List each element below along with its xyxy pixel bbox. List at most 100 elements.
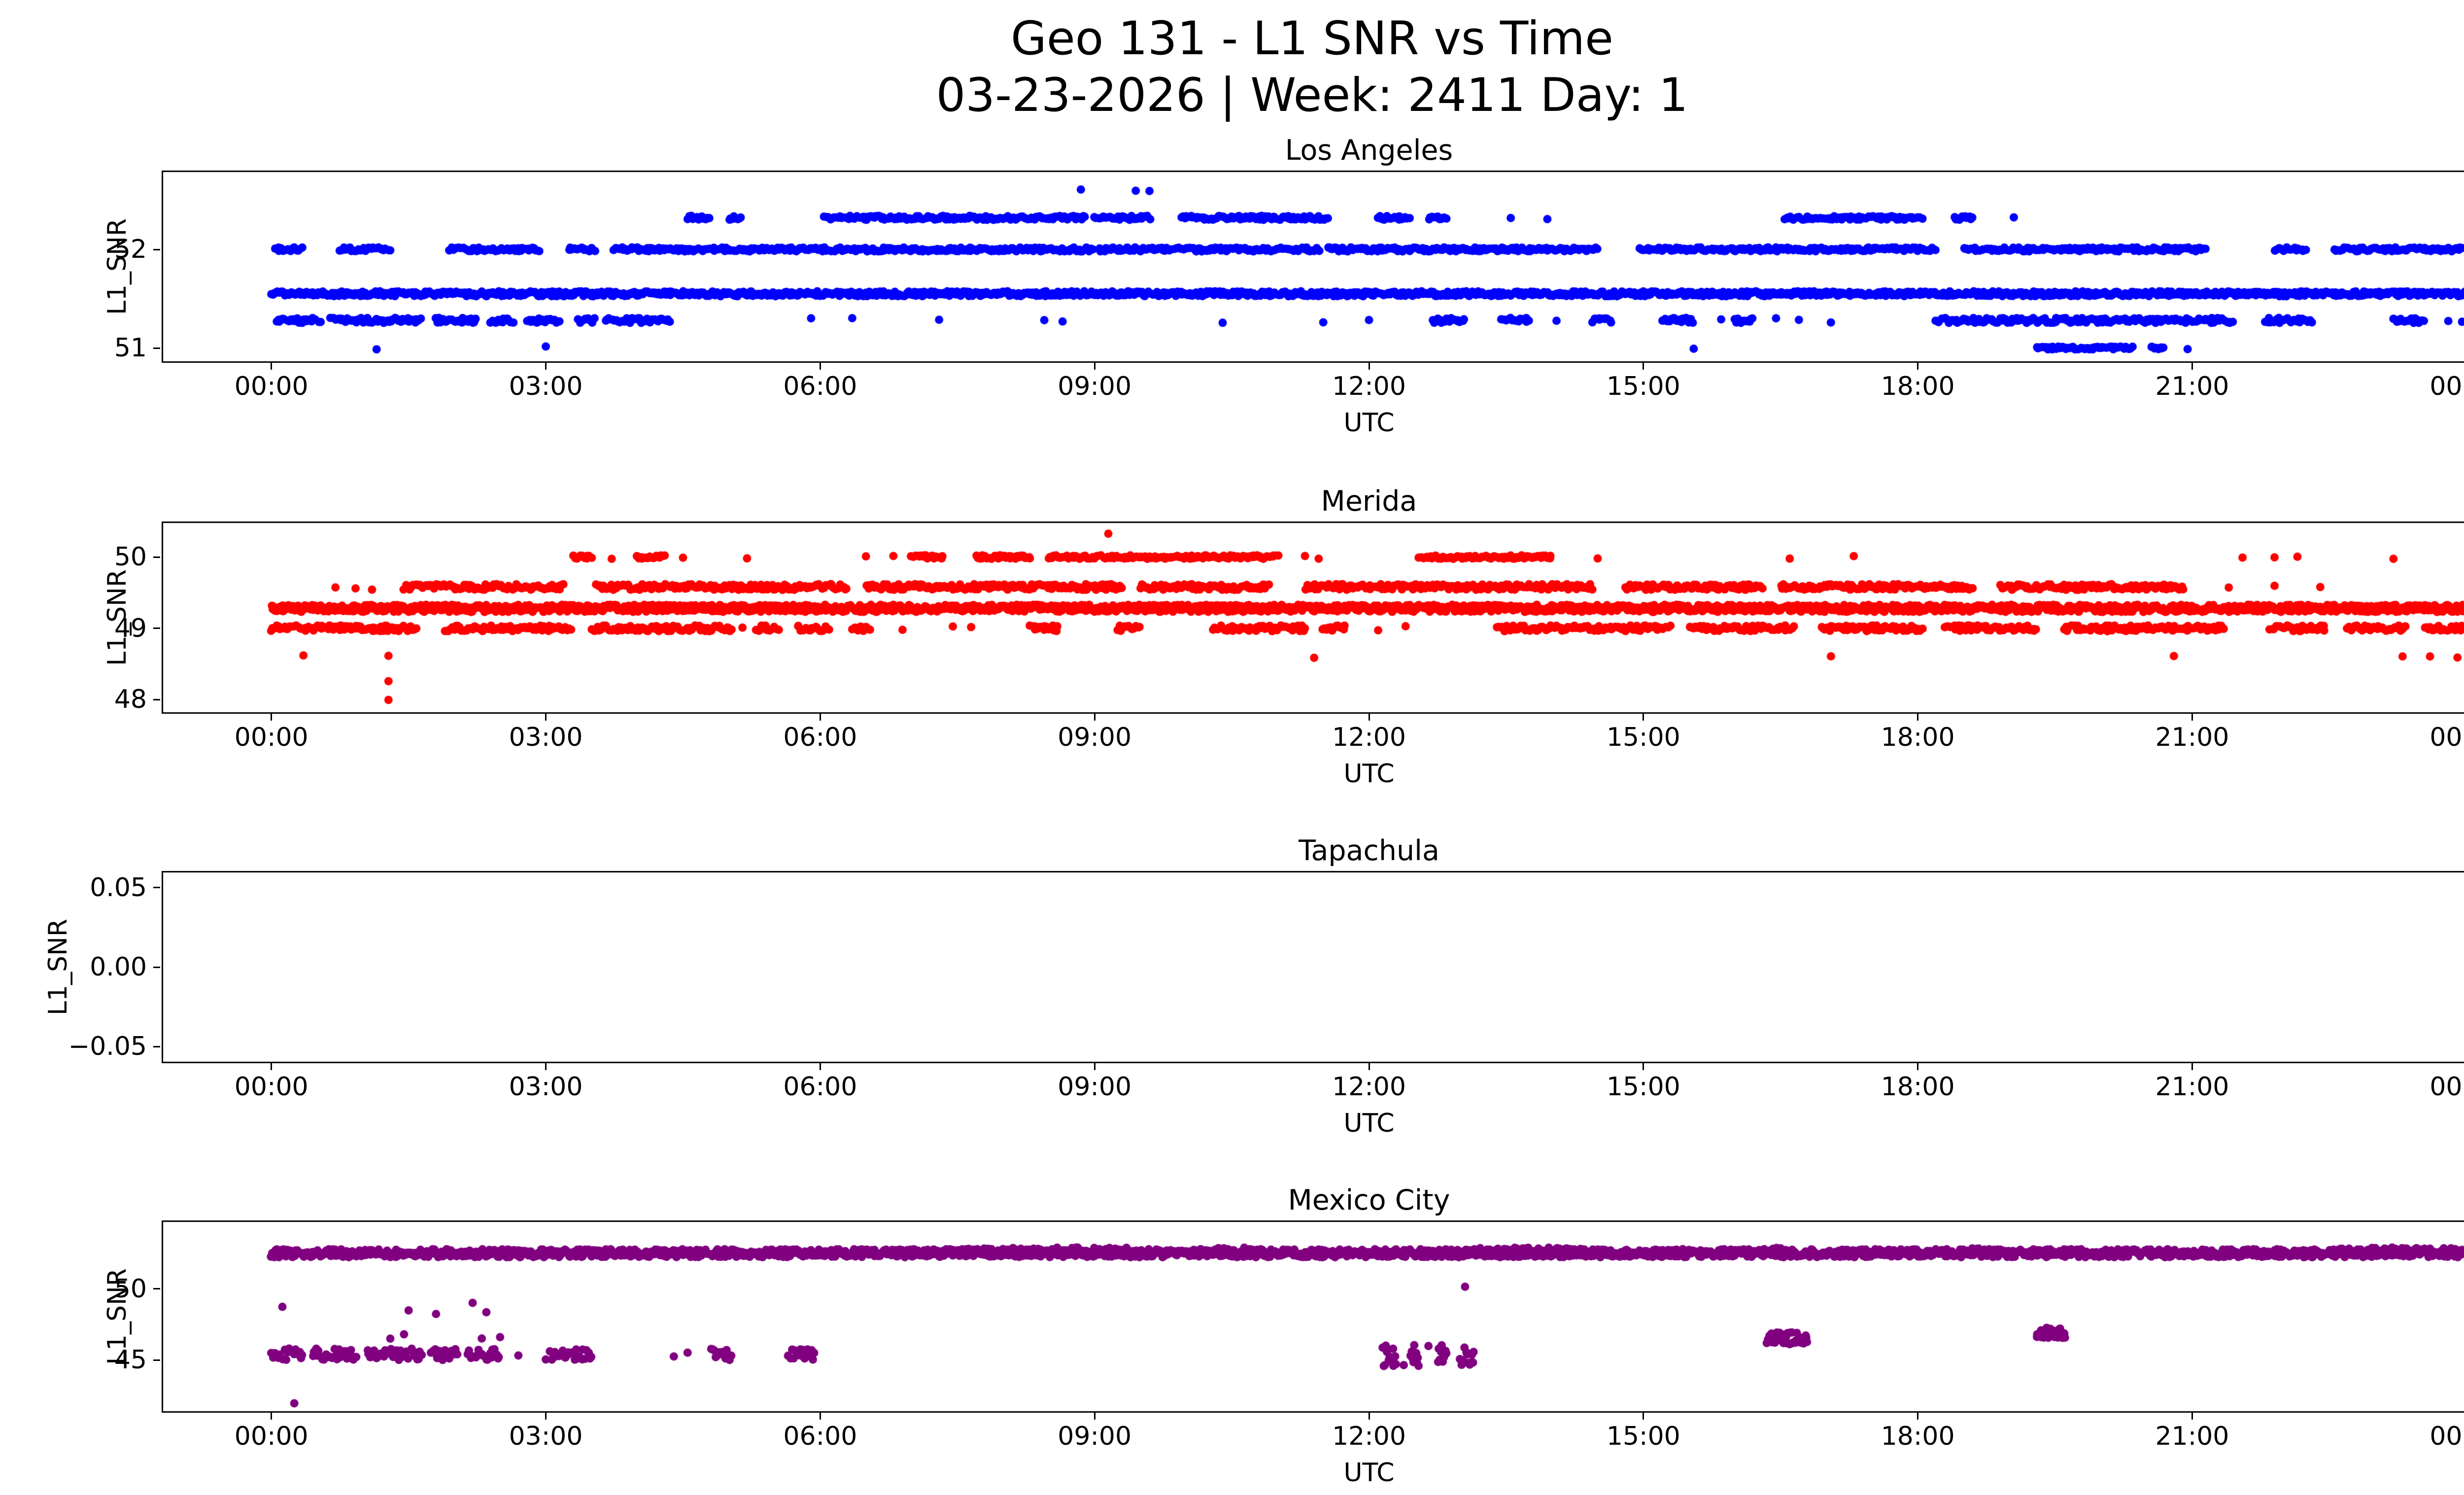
- plot-area: 00:00 03:00 06:00 09:00 12:00 15:00 18:00 21:00…: [114, 1220, 2464, 1451]
- x-tick-mark: [1917, 363, 1919, 370]
- subplot-mexico-city: Mexico City L1_SNR 00:00 03:00 06:00 09:00 1…: [103, 1185, 2464, 1488]
- x-tick-label: 00:00: [2430, 1422, 2464, 1451]
- x-tick-mark: [2191, 363, 2193, 370]
- x-tick-mark: [545, 363, 547, 370]
- x-tick-label: 00:00: [2430, 1072, 2464, 1102]
- x-tick-mark: [1368, 363, 1370, 370]
- x-axis-label: UTC: [1343, 408, 1395, 438]
- y-axis-label: L1_SNR: [103, 218, 132, 315]
- y-tick-label: 45: [114, 1345, 147, 1375]
- scatter-canvas: [162, 171, 2464, 363]
- x-tick-mark: [819, 1063, 821, 1070]
- x-tick-label: 00:00: [234, 372, 308, 401]
- x-tick-label: 06:00: [783, 1422, 857, 1451]
- subplot-title: Mexico City: [1288, 1184, 1450, 1217]
- x-tick-mark: [271, 1063, 273, 1070]
- figure-title-line1: Geo 131 - L1 SNR vs Time: [1011, 12, 1613, 66]
- subplot-title: Los Angeles: [1285, 134, 1453, 167]
- x-tick-label: 09:00: [1058, 1072, 1132, 1102]
- x-tick-mark: [1368, 1413, 1370, 1420]
- x-tick-label: 18:00: [1881, 1072, 1955, 1102]
- x-tick-mark: [1368, 1063, 1370, 1070]
- x-tick-mark: [819, 1413, 821, 1420]
- x-tick-mark: [1643, 1413, 1644, 1420]
- x-tick-mark: [545, 714, 547, 721]
- x-tick-label: 09:00: [1058, 723, 1132, 752]
- y-tick-label: 0.05: [90, 872, 147, 903]
- y-tick-mark: [153, 627, 160, 629]
- x-tick-mark: [1917, 1413, 1919, 1420]
- scatter-canvas: [162, 1220, 2464, 1413]
- x-tick-mark: [1094, 1413, 1095, 1420]
- x-tick-label: 18:00: [1881, 723, 1955, 752]
- y-tick-mark: [153, 887, 160, 889]
- x-tick-label: 21:00: [2155, 1072, 2229, 1102]
- y-tick-label: 50: [114, 1274, 147, 1304]
- x-tick-mark: [1917, 1063, 1919, 1070]
- x-tick-label: 21:00: [2155, 372, 2229, 401]
- x-tick-mark: [2191, 1413, 2193, 1420]
- x-tick-label: 00:00: [234, 723, 308, 752]
- scatter-canvas: [162, 522, 2464, 714]
- x-tick-mark: [1094, 714, 1095, 721]
- subplot-tapachula: Tapachula L1_SNR 00:00 03:00 06:00 09:00 12:…: [43, 835, 2464, 1138]
- x-axis-label: UTC: [1343, 1458, 1395, 1488]
- x-tick-label: 00:00: [2430, 372, 2464, 401]
- y-tick-label: 50: [114, 542, 147, 572]
- x-axis-label: UTC: [1343, 759, 1395, 789]
- y-tick-label: 48: [114, 685, 147, 715]
- x-tick-mark: [2191, 714, 2193, 721]
- y-tick-label: 52: [114, 235, 147, 264]
- scatter-canvas: [162, 871, 2464, 1063]
- x-tick-mark: [1643, 363, 1644, 370]
- x-tick-label: 03:00: [509, 372, 583, 401]
- x-tick-mark: [1917, 714, 1919, 721]
- x-tick-label: 09:00: [1058, 1422, 1132, 1451]
- figure-title: Geo 131 - L1 SNR vs Time 03-23-2026 | We…: [0, 11, 2464, 124]
- x-tick-mark: [819, 363, 821, 370]
- x-tick-mark: [1094, 363, 1095, 370]
- subplot-merida: Merida L1_SNR 00:00 03:00 06:00 09:00 12:00 1…: [103, 486, 2464, 789]
- y-tick-mark: [153, 1045, 160, 1047]
- x-tick-label: 00:00: [234, 1072, 308, 1102]
- x-tick-mark: [2191, 1063, 2193, 1070]
- x-tick-mark: [1643, 714, 1644, 721]
- y-tick-mark: [153, 556, 160, 558]
- x-tick-label: 15:00: [1606, 723, 1680, 752]
- x-tick-label: 12:00: [1332, 372, 1406, 401]
- x-tick-label: 00:00: [234, 1422, 308, 1451]
- x-tick-label: 09:00: [1058, 372, 1132, 401]
- x-tick-label: 06:00: [783, 723, 857, 752]
- y-axis-label: L1_SNR: [43, 918, 73, 1016]
- subplot-los-angeles: Los Angeles L1_SNR 00:00 03:00 06:00 09:00 1…: [103, 135, 2464, 438]
- x-tick-mark: [545, 1413, 547, 1420]
- x-tick-label: 12:00: [1332, 723, 1406, 752]
- y-tick-label: 0.00: [90, 952, 147, 982]
- figure-title-line2: 03-23-2026 | Week: 2411 Day: 1: [936, 68, 1688, 122]
- subplot-title: Tapachula: [1299, 834, 1439, 867]
- x-tick-mark: [819, 714, 821, 721]
- plot-area: 00:00 03:00 06:00 09:00 12:00 15:00 18:00 21:00…: [114, 171, 2464, 401]
- y-tick-label: 49: [114, 613, 147, 643]
- x-tick-label: 18:00: [1881, 372, 1955, 401]
- x-tick-label: 12:00: [1332, 1072, 1406, 1102]
- y-tick-mark: [153, 698, 160, 700]
- x-axis-label: UTC: [1343, 1109, 1395, 1138]
- plot-area: 00:00 03:00 06:00 09:00 12:00 15:00 18:00 21:00…: [68, 871, 2464, 1102]
- subplot-title: Merida: [1321, 485, 1417, 518]
- x-tick-label: 06:00: [783, 1072, 857, 1102]
- x-tick-label: 15:00: [1606, 372, 1680, 401]
- y-tick-mark: [153, 248, 160, 250]
- x-tick-mark: [271, 714, 273, 721]
- x-tick-mark: [1368, 714, 1370, 721]
- x-tick-label: 18:00: [1881, 1422, 1955, 1451]
- y-tick-label: 51: [114, 333, 147, 363]
- y-tick-mark: [153, 966, 160, 968]
- x-tick-label: 12:00: [1332, 1422, 1406, 1451]
- y-tick-mark: [153, 1359, 160, 1361]
- x-tick-mark: [271, 363, 273, 370]
- x-tick-mark: [1094, 1063, 1095, 1070]
- x-tick-label: 21:00: [2155, 1422, 2229, 1451]
- x-tick-label: 21:00: [2155, 723, 2229, 752]
